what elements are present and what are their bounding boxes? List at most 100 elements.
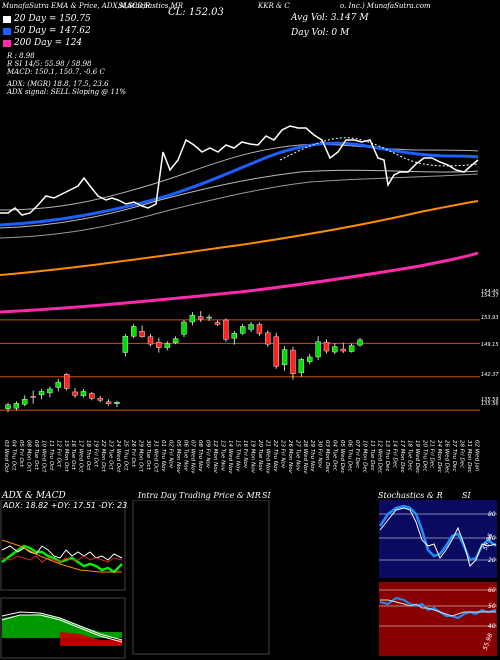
date-tick-label: 20 Tue Nov [257,440,263,472]
intra-panel-title: Intra Day Trading Price & MR [138,491,261,500]
candle-body [290,349,296,374]
legend-macd: MACD: 150.1, 150.7, -0.6 C [7,68,105,76]
date-tick-label: 28 Wed Nov [302,440,308,474]
macd-red-band [60,632,122,646]
candle-body [357,339,363,346]
date-tick-label: 22 Mon Oct [100,440,106,472]
candle-body [298,359,305,373]
ema-curve-black [0,143,479,211]
date-tick-label: 24 Wed Oct [115,440,121,473]
candle-body [5,404,11,409]
date-tick-label: 05 Mon Nov [175,440,181,474]
date-tick-label: 27 Tue Nov [294,440,300,472]
adx-panel: ADX: 18.82 +DY: 17.51 -DY: 23.63 [0,500,128,659]
stoch-blue-line [378,504,497,562]
candle-body [181,321,187,335]
macd-white-line [1,611,123,641]
candle-body [156,341,162,348]
date-tick-label: 13 Thu Dec [384,440,390,471]
legend-ema20: 20 Day = 150.75 [3,14,91,24]
candle-body [206,316,212,319]
candle-body [97,398,103,401]
date-tick-label: 02 Wed Jan [474,440,480,472]
date-tick-label: 26 Wed Dec [444,440,450,473]
candle-body [55,381,61,388]
adx-orange-line [1,539,122,573]
legend-ema50: 50 Day = 147.62 [3,26,91,36]
rsi-level-40-label: 40 [488,623,496,630]
date-tick-label: 15 Thu Nov [235,440,241,472]
ema20-label: 20 Day = 150.75 [14,14,91,24]
price-level-label: 153.93 [481,315,499,321]
intra-panel-si: SI [262,491,271,500]
candle-body [63,373,70,389]
date-tick-label: 11 Tue Dec [369,440,375,471]
date-tick-label: 09 Fri Nov [205,440,211,469]
price-level-label: 154.37 [481,293,499,299]
date-tick-label: 09 Tue Oct [33,440,39,471]
ema-curve-grey2 [0,173,479,239]
date-tick-label: 19 Wed Dec [414,440,420,473]
date-tick-label: 03 Mon Dec [324,440,330,473]
candle-body [214,322,221,325]
candle-body [114,402,120,404]
candle-body [147,336,154,345]
date-tick-label: 14 Wed Nov [227,440,233,474]
stochastics-panel: 80 50 20 55.96 60 50 40 55.98 [378,500,497,656]
candle-body [307,356,313,363]
stoch-panel-si: SI [462,491,471,500]
price-level-label: 135.59 [481,397,499,403]
date-tick-label: 20 Thu Dec [421,440,427,471]
stoch-level-50-label: 50 [488,535,496,542]
date-tick-label: 21 Fri Dec [429,440,435,468]
date-tick-label: 06 Thu Dec [347,440,353,471]
ema50-line [0,141,479,227]
date-tick-label: 24 Mon Dec [436,440,442,473]
adx-values: ADX: 18.82 +DY: 17.51 -DY: 23.63 [2,501,128,510]
date-tick-label: 17 Mon Dec [399,440,405,473]
candle-body [281,349,288,366]
dashed-ema [279,137,479,167]
candle-body [30,396,36,398]
date-tick-label: 12 Fri Oct [55,440,61,468]
stoch-level-20-label: 20 [488,557,496,564]
legend-adx-signal: ADX signal: SELL Sloping @ 11% [7,88,127,96]
stoch-bg [379,500,497,578]
date-tick-label: 02 Fri Nov [167,440,173,469]
ema-curve-grey [0,169,479,229]
intraday-panel [132,500,270,655]
date-tick-label: 08 Thu Nov [197,440,203,472]
date-tick-label: 06 Tue Nov [182,440,188,472]
date-tick-label: 04 Thu Oct [10,440,16,471]
rsi-level-50-label: 50 [488,603,496,610]
candle-body [248,324,254,330]
legend-ema200: 200 Day = 124 [3,38,82,48]
date-tick-label: 18 Thu Oct [85,440,91,471]
stoch-white-line [379,507,497,567]
adx-panel-frame [0,500,126,591]
date-tick-label: 22 Thu Nov [272,440,278,472]
candle-body [231,333,237,339]
date-tick-label: 12 Mon Nov [212,440,218,474]
day-volume: Day Vol: 0 M [291,28,350,38]
header-right: o. Inc.) MunafaSutra.com [340,2,431,10]
ema20-swatch [3,15,11,23]
candle-body [172,338,179,343]
date-tick-label: 07 Fri Dec [354,440,360,468]
ema200-label: 200 Day = 124 [14,38,83,48]
date-tick-label: 03 Wed Oct [3,440,9,473]
price-level-label: 149.15 [481,342,499,348]
stoch-panel-title: Stochastics & R [378,491,443,500]
adx-green-line [1,544,123,574]
date-tick-label: 18 Tue Dec [406,440,412,471]
price-level-label: 154.40 [481,289,499,295]
intraday-frame [132,500,270,655]
date-tick-label: 30 Fri Nov [317,440,323,469]
ema50-label: 50 Day = 147.62 [14,26,91,36]
date-tick-label: 23 Fri Nov [279,440,285,469]
date-tick-label: 14 Fri Dec [391,440,397,468]
date-tick-label: 07 Wed Nov [190,440,196,474]
rsi-white-line [380,599,496,617]
candle-body [239,326,246,334]
